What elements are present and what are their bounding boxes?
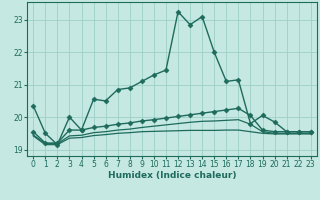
- X-axis label: Humidex (Indice chaleur): Humidex (Indice chaleur): [108, 171, 236, 180]
